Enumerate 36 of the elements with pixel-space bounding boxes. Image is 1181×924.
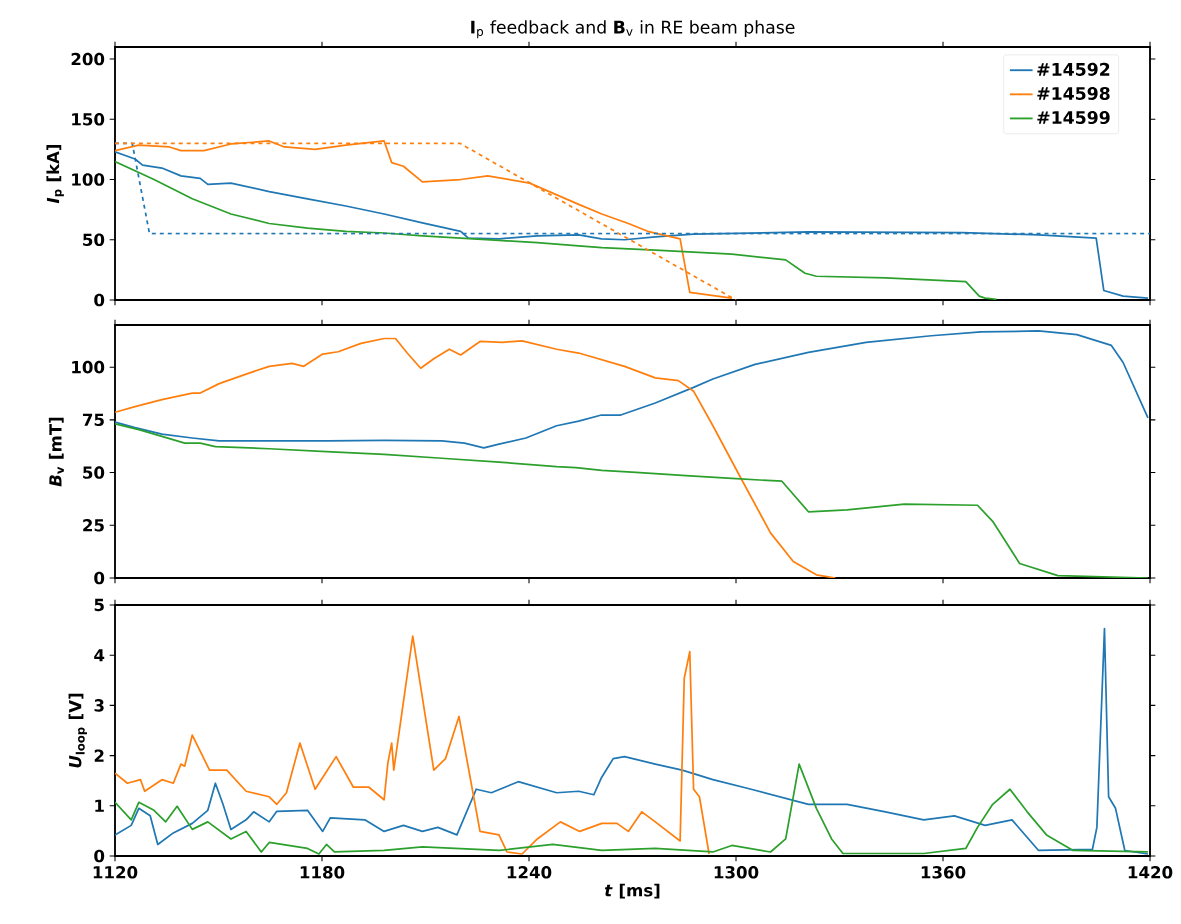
y-tick-label: 4 xyxy=(94,649,105,662)
x-tick-label: 1240 xyxy=(507,866,552,879)
y-tick-label: 2 xyxy=(94,749,104,762)
y-tick-label: 50 xyxy=(83,466,105,479)
x-tick-label: 1300 xyxy=(714,866,759,879)
y-tick-label: 5 xyxy=(94,598,104,612)
line-series xyxy=(115,635,710,855)
x-tick-label: 1180 xyxy=(300,866,345,879)
legend-label: #14599 xyxy=(1037,111,1110,125)
y-tick-label: 3 xyxy=(94,699,104,712)
line-series xyxy=(115,423,1149,578)
chart-title: I$_{p}$ feedback and B$_{v}$ in RE beam phase xyxy=(471,20,795,39)
y-tick-label: 0 xyxy=(94,293,105,307)
y-tick-label: 75 xyxy=(82,413,104,427)
legend-label: #14598 xyxy=(1037,86,1110,100)
line-series xyxy=(115,627,1149,855)
x-axis-title: t [ms] xyxy=(604,883,660,899)
x-tick-label: 1420 xyxy=(1128,866,1173,879)
line-series xyxy=(115,160,998,300)
y-tick-label: 25 xyxy=(83,519,104,532)
y-tick-label: 200 xyxy=(71,52,105,66)
y-tick-label: 100 xyxy=(72,360,105,374)
line-series xyxy=(115,337,837,578)
y-tick-label: 0 xyxy=(94,849,105,863)
y-tick-label: 0 xyxy=(94,571,105,585)
y-axis-title: U$_{loop}$ [V] xyxy=(68,693,87,768)
y-axis-title: I$_{p}$ [kA] xyxy=(46,144,64,204)
x-tick-label: 1120 xyxy=(93,866,138,879)
y-tick-label: 100 xyxy=(72,173,105,186)
y-tick-label: 50 xyxy=(83,233,105,247)
y-tick-label: 150 xyxy=(72,112,105,126)
y-tick-label: 1 xyxy=(95,799,104,812)
x-tick-label: 1360 xyxy=(921,866,966,879)
legend-label: #14592 xyxy=(1037,62,1110,76)
line-series xyxy=(115,763,1149,855)
y-axis-title: B$_{v}$ [mT] xyxy=(48,417,64,487)
